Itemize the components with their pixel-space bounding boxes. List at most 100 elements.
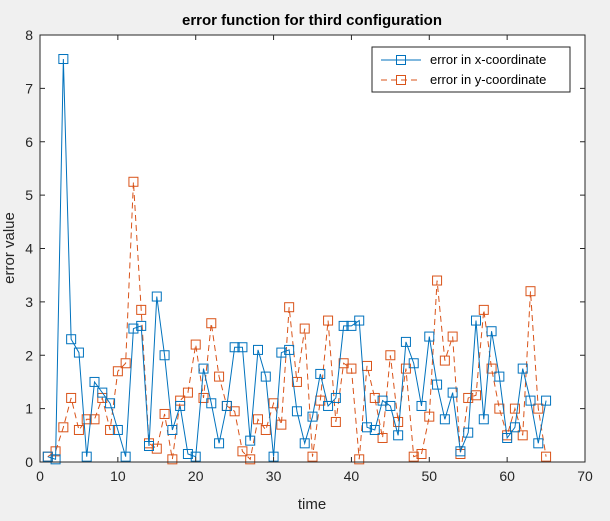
data-point-0 [81,451,92,462]
data-point-1 [509,403,520,414]
data-point-1 [478,304,489,315]
data-point-1 [393,416,404,427]
data-point-0 [315,368,326,379]
data-point-1 [284,302,295,313]
data-point-1 [330,416,341,427]
data-point-0 [393,430,404,441]
data-point-0 [253,344,263,355]
data-point-1 [112,366,123,377]
x-tick-label: 10 [110,468,126,484]
x-tick-label: 0 [36,468,44,484]
y-axis-label: error value [1,212,18,284]
data-point-1 [73,424,84,435]
y-tick-label: 5 [25,187,33,203]
data-point-1 [253,414,263,425]
series-line-1 [47,181,547,461]
data-point-0 [385,400,396,411]
data-point-1 [260,424,271,435]
data-point-0 [338,320,349,331]
data-point-0 [447,387,458,398]
data-point-1 [354,454,365,465]
data-point-0 [408,358,419,369]
data-point-0 [486,326,497,337]
data-point-0 [120,451,131,462]
y-tick-label: 4 [25,241,33,257]
data-point-1 [214,371,225,382]
x-tick-label: 30 [266,468,282,484]
data-point-0 [206,398,217,409]
y-tick-label: 0 [25,454,33,470]
data-point-1 [198,392,209,403]
y-tick-label: 3 [25,294,33,310]
data-point-1 [190,339,201,350]
data-point-1 [424,411,435,422]
data-point-0 [377,395,388,406]
data-point-1 [299,323,310,334]
data-point-0 [260,371,271,382]
data-point-1 [81,414,92,425]
data-point-0 [128,323,139,334]
data-point-1 [377,432,388,443]
x-axis-ticks: 0 10 20 30 40 50 60 70 [36,35,593,484]
x-tick-label: 60 [499,468,515,484]
data-point-0 [214,438,225,449]
data-point-0 [354,315,365,326]
data-point-1 [323,315,334,326]
data-point-1 [89,414,100,425]
data-point-1 [432,275,443,286]
data-point-0 [439,414,450,425]
y-tick-label: 7 [25,80,33,96]
data-point-0 [471,315,481,326]
data-point-0 [478,414,489,425]
legend-marker-y [396,75,406,85]
data-point-0 [42,451,53,462]
data-point-0 [136,320,147,331]
data-point-0 [89,376,100,387]
data-point-0 [221,400,232,411]
data-point-1 [486,363,497,374]
data-point-1 [291,376,302,387]
data-point-0 [424,331,435,342]
data-point-0 [237,342,248,353]
data-point-0 [144,440,154,451]
data-point-0 [175,400,186,411]
data-point-1 [517,430,528,441]
legend: error in x-coordinate error in y-coordin… [371,46,571,93]
data-point-1 [541,451,552,462]
data-point-1 [159,408,170,419]
data-point-1 [120,358,131,369]
x-tick-label: 50 [421,468,437,484]
data-point-0 [432,379,443,390]
data-point-0 [159,350,170,361]
data-point-0 [463,427,474,438]
data-point-0 [66,334,77,345]
data-point-1 [167,454,178,465]
data-point-1 [105,424,116,435]
data-point-0 [400,336,411,347]
data-point-0 [198,363,209,374]
data-point-1 [268,398,279,409]
x-tick-label: 40 [344,468,360,484]
data-point-0 [416,400,427,411]
data-point-1 [400,363,411,374]
data-point-0 [323,400,334,411]
x-tick-label: 20 [188,468,204,484]
legend-label-x: error in x-coordinate [430,52,546,67]
data-point-0 [533,438,544,449]
data-point-0 [509,422,520,433]
data-point-0 [307,411,318,422]
data-point-0 [346,320,357,331]
x-tick-label: 70 [577,468,593,484]
data-point-0 [276,347,287,358]
data-point-1 [136,304,147,315]
x-axis-label: time [298,496,326,513]
y-tick-label: 6 [25,134,33,150]
data-point-1 [463,392,474,403]
data-point-0 [517,363,528,374]
data-point-1 [276,419,287,430]
data-point-0 [541,395,552,406]
data-point-0 [525,395,536,406]
data-point-0 [502,432,513,443]
